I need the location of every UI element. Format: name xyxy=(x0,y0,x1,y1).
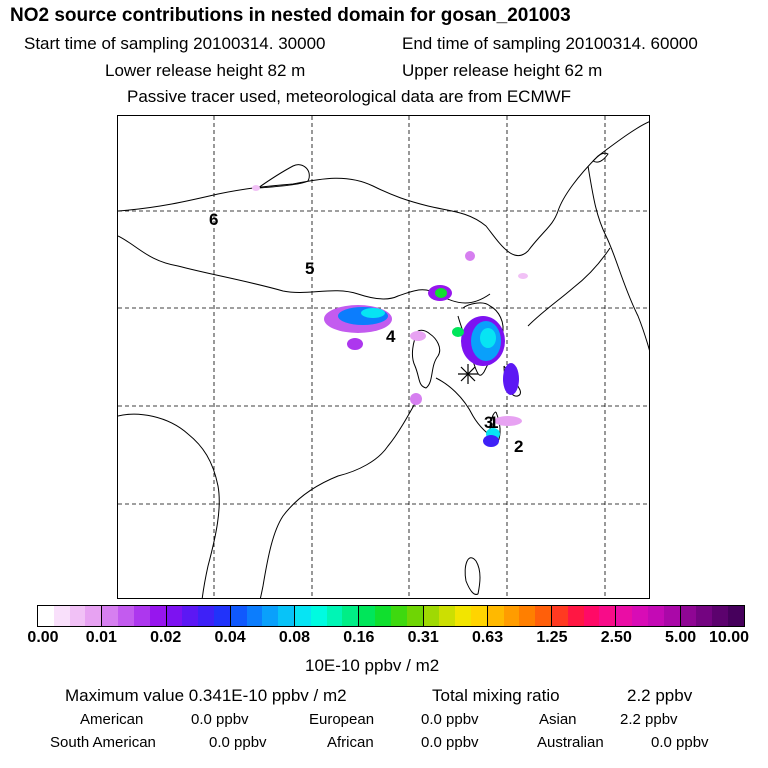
colorbar-segment xyxy=(375,606,391,626)
colorbar-segment xyxy=(149,606,167,626)
region-name-american: American xyxy=(80,711,144,728)
lower-release-label: Lower release height 82 m xyxy=(105,61,306,80)
concentration-plumes xyxy=(252,185,528,447)
colorbar-segment xyxy=(616,606,633,626)
colorbar-tick-label: 0.31 xyxy=(407,629,439,646)
colorbar-tick-label: 0.63 xyxy=(471,629,504,646)
colorbar xyxy=(37,605,745,627)
colorbar-segment xyxy=(213,606,231,626)
colorbar-segment xyxy=(118,606,134,626)
region-name-african: African xyxy=(327,734,374,751)
colorbar-tick-label: 5.00 xyxy=(665,629,697,646)
colorbar-segment xyxy=(310,606,327,626)
colorbar-segment xyxy=(680,606,697,626)
colorbar-tick-label: 0.00 xyxy=(27,629,59,646)
region-name-south-american: South American xyxy=(50,734,156,751)
coastlines xyxy=(118,121,649,598)
upper-release-label: Upper release height 62 m xyxy=(402,61,603,80)
colorbar-tick-label: 1.25 xyxy=(536,629,568,646)
region-value-african: 0.0 ppbv xyxy=(421,734,479,751)
tracer-info-label: Passive tracer used, meteorological data… xyxy=(127,87,572,106)
region-value-asian: 2.2 ppbv xyxy=(620,711,678,728)
colorbar-tick-label: 0.08 xyxy=(278,629,311,646)
colorbar-segment xyxy=(663,606,681,626)
colorbar-segment xyxy=(133,606,150,626)
colorbar-segment xyxy=(406,606,424,626)
colorbar-segment xyxy=(342,606,360,626)
colorbar-segment xyxy=(102,606,119,626)
marker-6: 6 xyxy=(209,210,218,229)
colorbar-segment xyxy=(326,606,343,626)
plot-title: NO2 source contributions in nested domai… xyxy=(10,5,571,26)
colorbar-segment xyxy=(567,606,584,626)
colorbar-segment xyxy=(439,606,456,626)
colorbar-tick-label: 0.04 xyxy=(214,629,246,646)
colorbar-segment xyxy=(246,606,263,626)
region-value-south-american: 0.0 ppbv xyxy=(209,734,267,751)
colorbar-tick-label: 0.01 xyxy=(85,629,117,646)
colorbar-segment xyxy=(712,606,728,626)
colorbar-segment xyxy=(182,606,199,626)
colorbar-segment xyxy=(85,606,103,626)
colorbar-segment xyxy=(727,606,744,626)
colorbar-tick-label: 10.00 xyxy=(708,629,750,646)
colorbar-segment xyxy=(53,606,70,626)
colorbar-segment xyxy=(230,606,247,626)
colorbar-tick-label: 0.16 xyxy=(343,629,375,646)
colorbar-segment xyxy=(535,606,552,626)
map-panel: 1 2 3 4 5 6 xyxy=(117,115,650,599)
map-canvas: 1 2 3 4 5 6 xyxy=(118,116,649,598)
region-name-asian: Asian xyxy=(539,711,577,728)
colorbar-segment xyxy=(696,606,713,626)
colorbar-segment xyxy=(262,606,279,626)
marker-4: 4 xyxy=(386,327,396,346)
region-value-american: 0.0 ppbv xyxy=(191,711,249,728)
colorbar-segment xyxy=(632,606,648,626)
colorbar-segment xyxy=(166,606,183,626)
colorbar-segment xyxy=(647,606,664,626)
colorbar-segment xyxy=(583,606,600,626)
marker-1: 1 xyxy=(489,413,498,432)
marker-3: 3 xyxy=(484,413,493,432)
total-mixing-label: Total mixing ratio xyxy=(432,686,560,705)
colorbar-segment xyxy=(519,606,536,626)
colorbar-segment xyxy=(295,606,311,626)
region-value-australian: 0.0 ppbv xyxy=(651,734,709,751)
colorbar-segment xyxy=(390,606,407,626)
colorbar-segment xyxy=(487,606,504,626)
maximum-value: Maximum value 0.341E-10 ppbv / m2 xyxy=(65,686,347,705)
colorbar-segment xyxy=(455,606,471,626)
colorbar-segment xyxy=(470,606,488,626)
graticule xyxy=(118,116,649,598)
colorbar-segment xyxy=(503,606,520,626)
receptor-symbol xyxy=(458,364,478,384)
colorbar-segment xyxy=(423,606,440,626)
region-name-european: European xyxy=(309,711,375,728)
colorbar-segment xyxy=(278,606,295,626)
colorbar-unit: 10E-10 ppbv / m2 xyxy=(305,656,440,675)
region-name-australian: Australian xyxy=(537,734,604,751)
marker-5: 5 xyxy=(305,259,314,278)
region-value-european: 0.0 ppbv xyxy=(421,711,479,728)
total-mixing-value: 2.2 ppbv xyxy=(627,686,693,705)
colorbar-segment xyxy=(552,606,568,626)
colorbar-segment xyxy=(599,606,617,626)
colorbar-tick-label: 2.50 xyxy=(600,629,632,646)
colorbar-segment xyxy=(359,606,376,626)
colorbar-segment xyxy=(38,606,54,626)
start-time-label: Start time of sampling 20100314. 30000 xyxy=(24,34,326,53)
end-time-label: End time of sampling 20100314. 60000 xyxy=(402,34,698,53)
marker-2: 2 xyxy=(514,437,523,456)
colorbar-segment xyxy=(69,606,86,626)
colorbar-segment xyxy=(198,606,214,626)
colorbar-tick-label: 0.02 xyxy=(150,629,182,646)
